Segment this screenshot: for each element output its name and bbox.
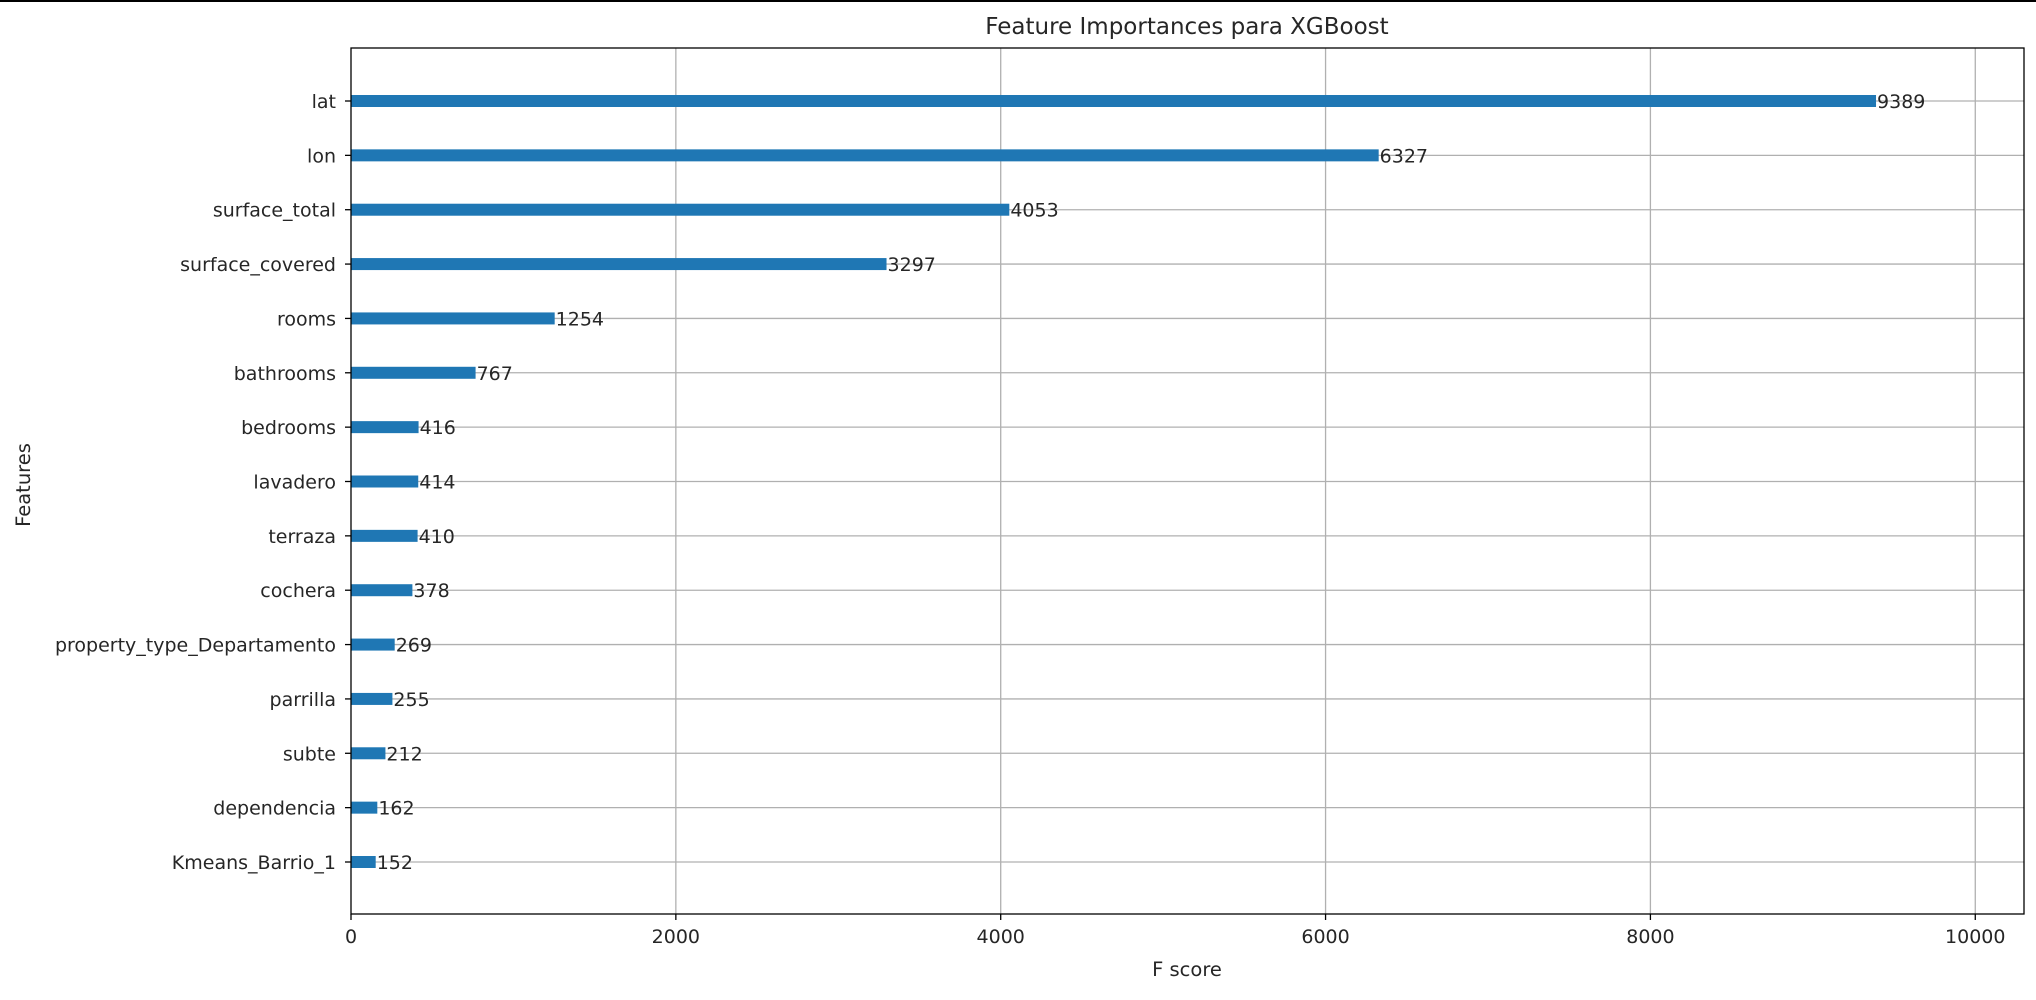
x-tick-label: 0 <box>345 926 357 948</box>
bar-Kmeans_Barrio_1 <box>351 856 376 868</box>
bar-value-label: 9389 <box>1877 91 1925 113</box>
grid-lines <box>351 48 2024 914</box>
y-tick-label: terraza <box>268 526 336 548</box>
y-axis-title: Features <box>12 443 35 527</box>
bar-rooms <box>351 312 555 325</box>
bars <box>351 95 1877 868</box>
bar-value-label: 212 <box>386 743 422 765</box>
bar-value-label: 162 <box>378 798 414 820</box>
y-tick-label: surface_covered <box>180 254 336 276</box>
y-tick-label: lat <box>312 91 336 113</box>
y-tick-label: Kmeans_Barrio_1 <box>172 852 336 874</box>
bar-value-label: 1254 <box>556 308 604 330</box>
bar-lat <box>351 95 1877 107</box>
bar-value-label: 269 <box>396 635 432 657</box>
plot-area-frame <box>350 47 2025 915</box>
y-tick-label: cochera <box>260 580 336 602</box>
y-tick-label: bathrooms <box>234 363 336 385</box>
x-tick-label: 8000 <box>1626 926 1674 948</box>
y-tick-label: surface_total <box>213 200 336 222</box>
y-tick-label: dependencia <box>213 798 336 820</box>
bar-value-label: 767 <box>477 363 513 385</box>
bar-value-label: 410 <box>419 526 455 548</box>
y-tick-label: property_type_Departamento <box>55 635 336 657</box>
bar-value-label: 6327 <box>1380 145 1428 167</box>
bar-value-labels: 9389 6327 4053 3297 1254 767 416 414 410 378 269 25… <box>377 91 1926 874</box>
bar-property_type_Departamento <box>351 638 395 651</box>
chart-title: Feature Importances para XGBoost <box>985 14 1388 40</box>
bar-value-label: 255 <box>393 689 429 711</box>
bar-bedrooms <box>351 421 419 434</box>
y-tick-label: rooms <box>277 308 336 330</box>
bar-surface_covered <box>351 258 887 271</box>
x-tick-label: 10000 <box>1945 926 2005 948</box>
bar-terraza <box>351 529 418 542</box>
x-tick-label: 4000 <box>977 926 1025 948</box>
bar-bathrooms <box>351 366 476 379</box>
bar-value-label: 378 <box>413 580 449 602</box>
bar-parrilla <box>351 692 393 705</box>
bar-lavadero <box>351 475 419 488</box>
bar-value-label: 416 <box>420 417 456 439</box>
y-tick-label: bedrooms <box>241 417 336 439</box>
bar-value-label: 414 <box>419 472 455 494</box>
bar-dependencia <box>351 801 378 814</box>
y-tick-label: lon <box>307 145 336 167</box>
y-tick-label: subte <box>283 743 336 765</box>
bar-value-label: 3297 <box>888 254 936 276</box>
x-tick-label: 6000 <box>1301 926 1349 948</box>
x-tick-labels: 0 2000 4000 6000 8000 10000 <box>345 914 2005 948</box>
y-tick-label: lavadero <box>253 472 336 494</box>
bar-lon <box>351 149 1379 162</box>
bar-surface_total <box>351 203 1010 216</box>
figure-top-border <box>0 0 2036 2</box>
y-tick-label: parrilla <box>270 689 336 711</box>
x-axis-title: F score <box>1152 958 1222 981</box>
bar-subte <box>351 747 386 760</box>
x-tick-label: 2000 <box>652 926 700 948</box>
bar-value-label: 152 <box>377 852 413 874</box>
bar-cochera <box>351 584 413 597</box>
bar-value-label: 4053 <box>1010 200 1058 222</box>
